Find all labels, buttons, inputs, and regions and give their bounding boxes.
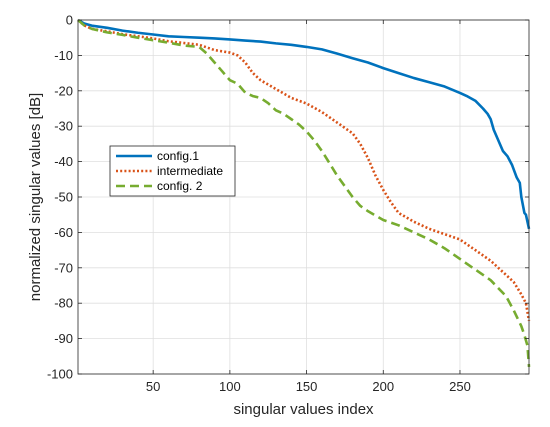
y-tick-label: -10 [54, 48, 73, 63]
y-tick-label: -30 [54, 119, 73, 134]
y-tick-label: -70 [54, 260, 73, 275]
x-tick-label: 250 [449, 379, 471, 394]
x-tick-label: 50 [146, 379, 160, 394]
y-tick-label: -40 [54, 154, 73, 169]
legend-label-1: config.1 [157, 149, 199, 163]
grid-lines [78, 19, 529, 375]
y-tick-label: -80 [54, 296, 73, 311]
y-tick-label: -20 [54, 83, 73, 98]
y-tick-label: 0 [66, 13, 73, 28]
axis-ticks: 50 100 150 200 250 0 -10 -20 -30 -40 -50 -60 -70 -80 -… [47, 13, 529, 394]
x-tick-label: 200 [372, 379, 394, 394]
series-line-3 [77, 19, 531, 368]
y-tick-label: -50 [54, 190, 73, 205]
y-tick-label: -100 [47, 367, 73, 382]
x-tick-label: 150 [296, 379, 318, 394]
y-tick-label: -90 [54, 331, 73, 346]
series-group [77, 18, 531, 368]
x-tick-label: 100 [219, 379, 241, 394]
legend-label-2: intermediate [157, 164, 223, 178]
legend-box [109, 145, 236, 197]
legend-label-3: config. 2 [157, 179, 203, 193]
y-axis-label: normalized singular values [dB] [27, 93, 44, 301]
series-line-1 [77, 18, 531, 230]
x-axis-label: singular values index [233, 401, 374, 418]
y-tick-label: -60 [54, 225, 73, 240]
